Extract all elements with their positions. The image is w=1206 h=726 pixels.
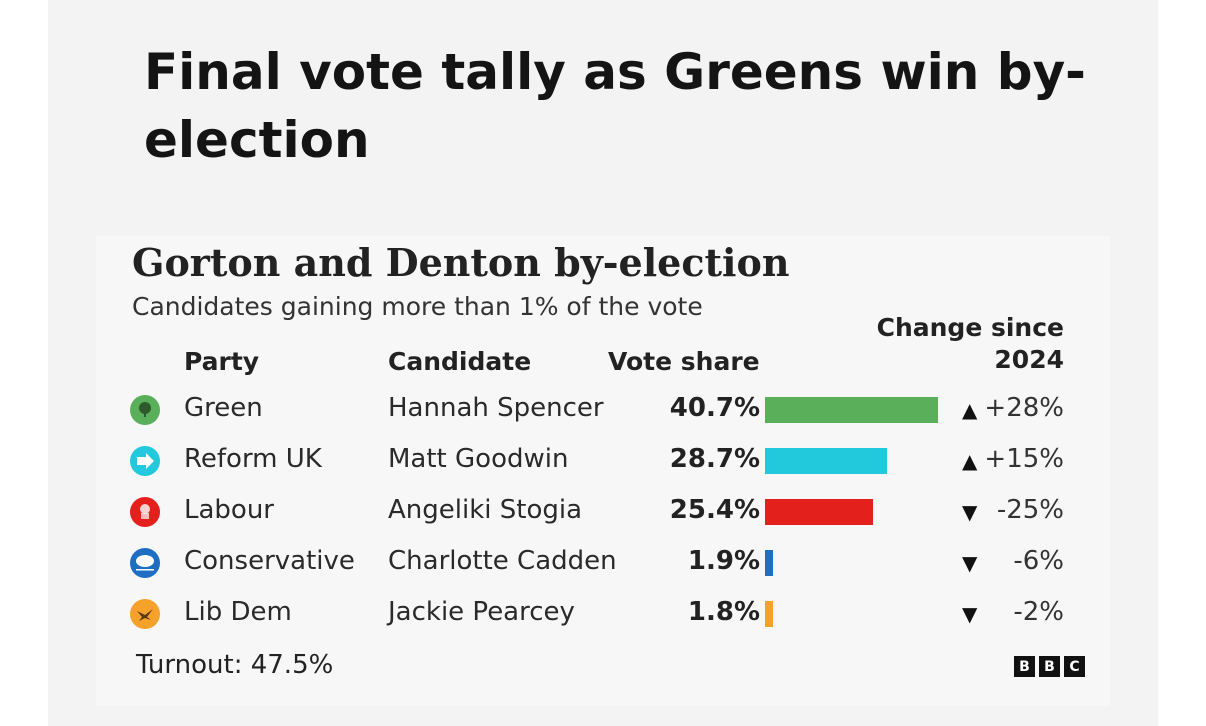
vote-share-bar xyxy=(765,601,773,627)
triangle-down-icon: ▼ xyxy=(962,500,978,524)
conservative-tree-icon xyxy=(130,548,160,578)
vote-share-bar xyxy=(765,499,873,525)
change-label: -6% xyxy=(1013,546,1064,576)
table-row: Conservative Charlotte Cadden 1.9% ▼ -6% xyxy=(96,539,1110,587)
party-name: Conservative xyxy=(184,546,355,576)
table-row: Labour Angeliki Stogia 25.4% ▼ -25% xyxy=(96,488,1110,536)
candidate-name: Matt Goodwin xyxy=(388,444,569,474)
candidate-name: Hannah Spencer xyxy=(388,393,604,423)
change-label: -25% xyxy=(996,495,1064,525)
turnout: Turnout: 47.5% xyxy=(136,650,334,680)
party-name: Lib Dem xyxy=(184,597,292,627)
change-label: +28% xyxy=(984,393,1064,423)
reform-uk-arrow-icon xyxy=(130,446,160,476)
lib-dem-bird-icon xyxy=(130,599,160,629)
vote-share-bar xyxy=(765,448,887,474)
header-vote-share: Vote share xyxy=(608,347,760,376)
headline: Final vote tally as Greens win by-electi… xyxy=(144,43,1086,169)
party-name: Labour xyxy=(184,495,274,525)
table-row: Reform UK Matt Goodwin 28.7% ▲ +15% xyxy=(96,437,1110,485)
change-label: -2% xyxy=(1013,597,1064,627)
header-candidate: Candidate xyxy=(388,347,532,376)
triangle-up-icon: ▲ xyxy=(962,449,978,473)
vote-share-bar xyxy=(765,550,774,576)
triangle-up-icon: ▲ xyxy=(962,398,978,422)
vote-share-label: 28.7% xyxy=(669,444,760,474)
vote-share-bar xyxy=(765,397,938,423)
vote-share-label: 25.4% xyxy=(669,495,760,525)
chart-title: Gorton and Denton by-election xyxy=(132,240,790,285)
candidate-name: Angeliki Stogia xyxy=(388,495,583,525)
party-name: Green xyxy=(184,393,263,423)
table-row: Lib Dem Jackie Pearcey 1.8% ▼ -2% xyxy=(96,590,1110,638)
triangle-down-icon: ▼ xyxy=(962,551,978,575)
header-change: Change since 2024 xyxy=(876,313,1064,374)
vote-share-label: 40.7% xyxy=(669,393,760,423)
labour-rose-icon xyxy=(130,497,160,527)
table-row: Green Hannah Spencer 40.7% ▲ +28% xyxy=(96,386,1110,434)
vote-share-label: 1.9% xyxy=(687,546,760,576)
triangle-down-icon: ▼ xyxy=(962,602,978,626)
candidate-name: Jackie Pearcey xyxy=(388,597,575,627)
header-party: Party xyxy=(184,347,260,376)
vote-share-label: 1.8% xyxy=(687,597,760,627)
green-party-logo-icon xyxy=(130,395,160,425)
candidate-name: Charlotte Cadden xyxy=(388,546,617,576)
chart-subtitle: Candidates gaining more than 1% of the v… xyxy=(132,292,703,321)
change-label: +15% xyxy=(984,444,1064,474)
chart-card: Gorton and Denton by-election Candidates… xyxy=(96,236,1110,706)
party-name: Reform UK xyxy=(184,444,322,474)
